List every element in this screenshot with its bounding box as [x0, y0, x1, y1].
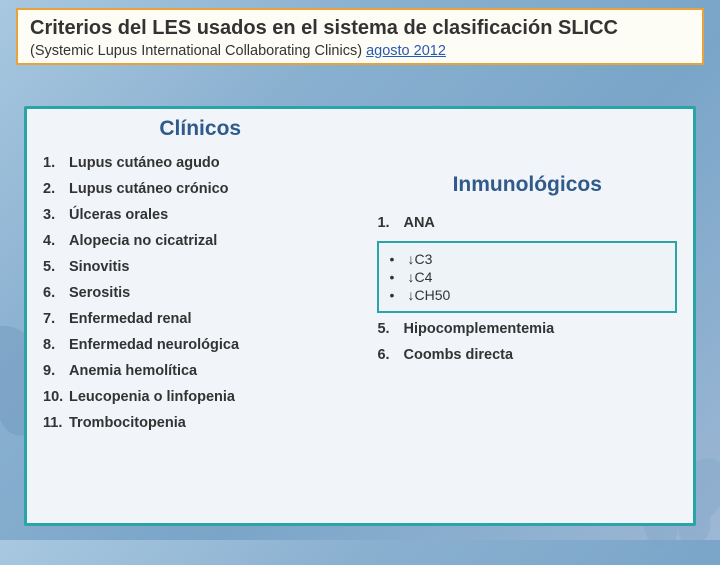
- list-item: 11.Trombocitopenia: [43, 415, 357, 431]
- immuno-list-bottom: 5.Hipocomplementemia 6.Coombs directa: [377, 321, 677, 363]
- list-item: 6.Coombs directa: [377, 347, 677, 363]
- immuno-header: Inmunológicos: [377, 173, 677, 197]
- clinical-list: 1.Lupus cutáneo agudo 2.Lupus cutáneo cr…: [43, 155, 357, 431]
- list-item: 7.Enfermedad renal: [43, 311, 357, 327]
- title-box: Criterios del LES usados en el sistema d…: [16, 8, 704, 65]
- list-item: 5.Hipocomplementemia: [377, 321, 677, 337]
- list-item: 1.Lupus cutáneo agudo: [43, 155, 357, 171]
- complement-box: ↓C3 ↓C4 ↓CH50: [377, 241, 677, 313]
- title-main: Criterios del LES usados en el sistema d…: [30, 16, 690, 41]
- list-item: 5.Sinovitis: [43, 259, 357, 275]
- title-sub-plain: (Systemic Lupus International Collaborat…: [30, 43, 366, 59]
- list-item: 9.Anemia hemolítica: [43, 363, 357, 379]
- list-item: ↓C3: [389, 251, 665, 267]
- list-item: 1.ANA: [377, 215, 677, 231]
- list-item: 10.Leucopenia o linfopenia: [43, 389, 357, 405]
- list-item: 2.Lupus cutáneo crónico: [43, 181, 357, 197]
- criteria-panel: Clínicos 1.Lupus cutáneo agudo 2.Lupus c…: [24, 106, 696, 526]
- list-item: 3.Úlceras orales: [43, 207, 357, 223]
- list-item: ↓CH50: [389, 287, 665, 303]
- clinical-column: Clínicos 1.Lupus cutáneo agudo 2.Lupus c…: [43, 117, 357, 515]
- list-item: 4.Alopecia no cicatrizal: [43, 233, 357, 249]
- list-item: 6.Serositis: [43, 285, 357, 301]
- immuno-list-top: 1.ANA: [377, 215, 677, 231]
- title-date-link[interactable]: agosto 2012: [366, 43, 446, 59]
- list-item: ↓C4: [389, 269, 665, 285]
- clinical-header: Clínicos: [43, 117, 357, 141]
- title-sub: (Systemic Lupus International Collaborat…: [30, 43, 690, 59]
- complement-bullets: ↓C3 ↓C4 ↓CH50: [389, 251, 665, 303]
- list-item: 8.Enfermedad neurológica: [43, 337, 357, 353]
- immuno-column: Inmunológicos 1.ANA ↓C3 ↓C4 ↓CH50 5.Hipo…: [377, 117, 677, 515]
